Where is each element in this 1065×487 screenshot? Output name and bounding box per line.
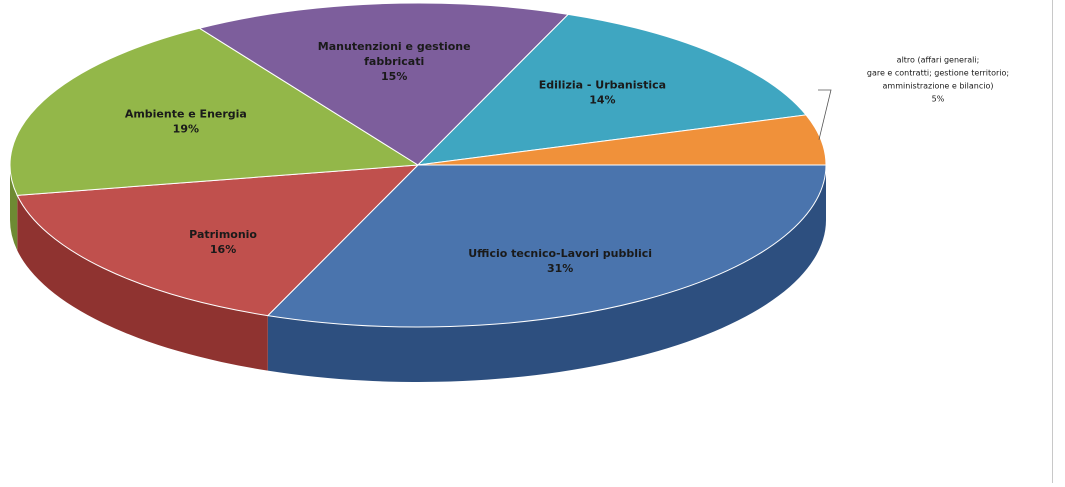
pie-slice-patrimonio <box>16 164 420 317</box>
slice-name: amministrazione e bilancio) <box>883 82 994 91</box>
slice-name: Ufficio tecnico-Lavori pubblici <box>468 247 652 260</box>
pie-slice-manutenzioni-e-gestione-fabbricati <box>198 2 570 166</box>
slice-name: fabbricati <box>364 55 424 68</box>
slice-label-ufficio-tecnico-lavori-pubblici: Ufficio tecnico-Lavori pubblici 31% <box>468 247 652 275</box>
slice-percent: 15% <box>381 70 407 83</box>
pie-side-patrimonio <box>17 195 268 371</box>
slice-name: gare e contratti; gestione territorio; <box>867 69 1009 78</box>
pie-labels: Ufficio tecnico-Lavori pubblici 31% Patrim… <box>125 40 1009 275</box>
slice-percent: 31% <box>547 262 573 275</box>
slice-percent: 5% <box>932 95 945 104</box>
slice-label-edilizia-urbanistica: Edilizia - Urbanistica 14% <box>539 79 666 107</box>
slice-name: Manutenzioni e gestione <box>318 40 471 53</box>
slice-percent: 14% <box>589 94 615 107</box>
slice-label-patrimonio: Patrimonio 16% <box>189 228 257 256</box>
pie-slice-altro-affari-generali-gare-e-contratti-g <box>417 114 827 166</box>
slice-percent: 19% <box>173 123 199 136</box>
slice-name: Patrimonio <box>189 228 257 241</box>
slice-label-altro-affari-generali-gare-e-contratti-g: altro (affari generali; gare e contratti;… <box>818 56 1009 140</box>
pie-side-ufficio-tecnico-lavori-pubblici <box>267 165 827 382</box>
slice-label-ambiente-e-energia: Ambiente e Energia 19% <box>125 108 247 136</box>
slice-name: altro (affari generali; <box>897 56 980 65</box>
pie-side-ambiente-e-energia <box>10 165 18 251</box>
slice-name: Ambiente e Energia <box>125 108 247 121</box>
slice-name: Edilizia - Urbanistica <box>539 79 666 92</box>
pie-slice-ufficio-tecnico-lavori-pubblici <box>266 164 827 328</box>
slice-percent: 16% <box>210 243 236 256</box>
pie-sides <box>10 165 827 382</box>
pie-tops <box>9 2 827 328</box>
slice-label-manutenzioni-e-gestione-fabbricati: Manutenzioni e gestione fabbricati 15% <box>318 40 471 83</box>
leader-line <box>818 89 832 140</box>
pie-slice-ambiente-e-energia <box>9 27 420 196</box>
chart-frame-edge <box>1052 0 1053 483</box>
